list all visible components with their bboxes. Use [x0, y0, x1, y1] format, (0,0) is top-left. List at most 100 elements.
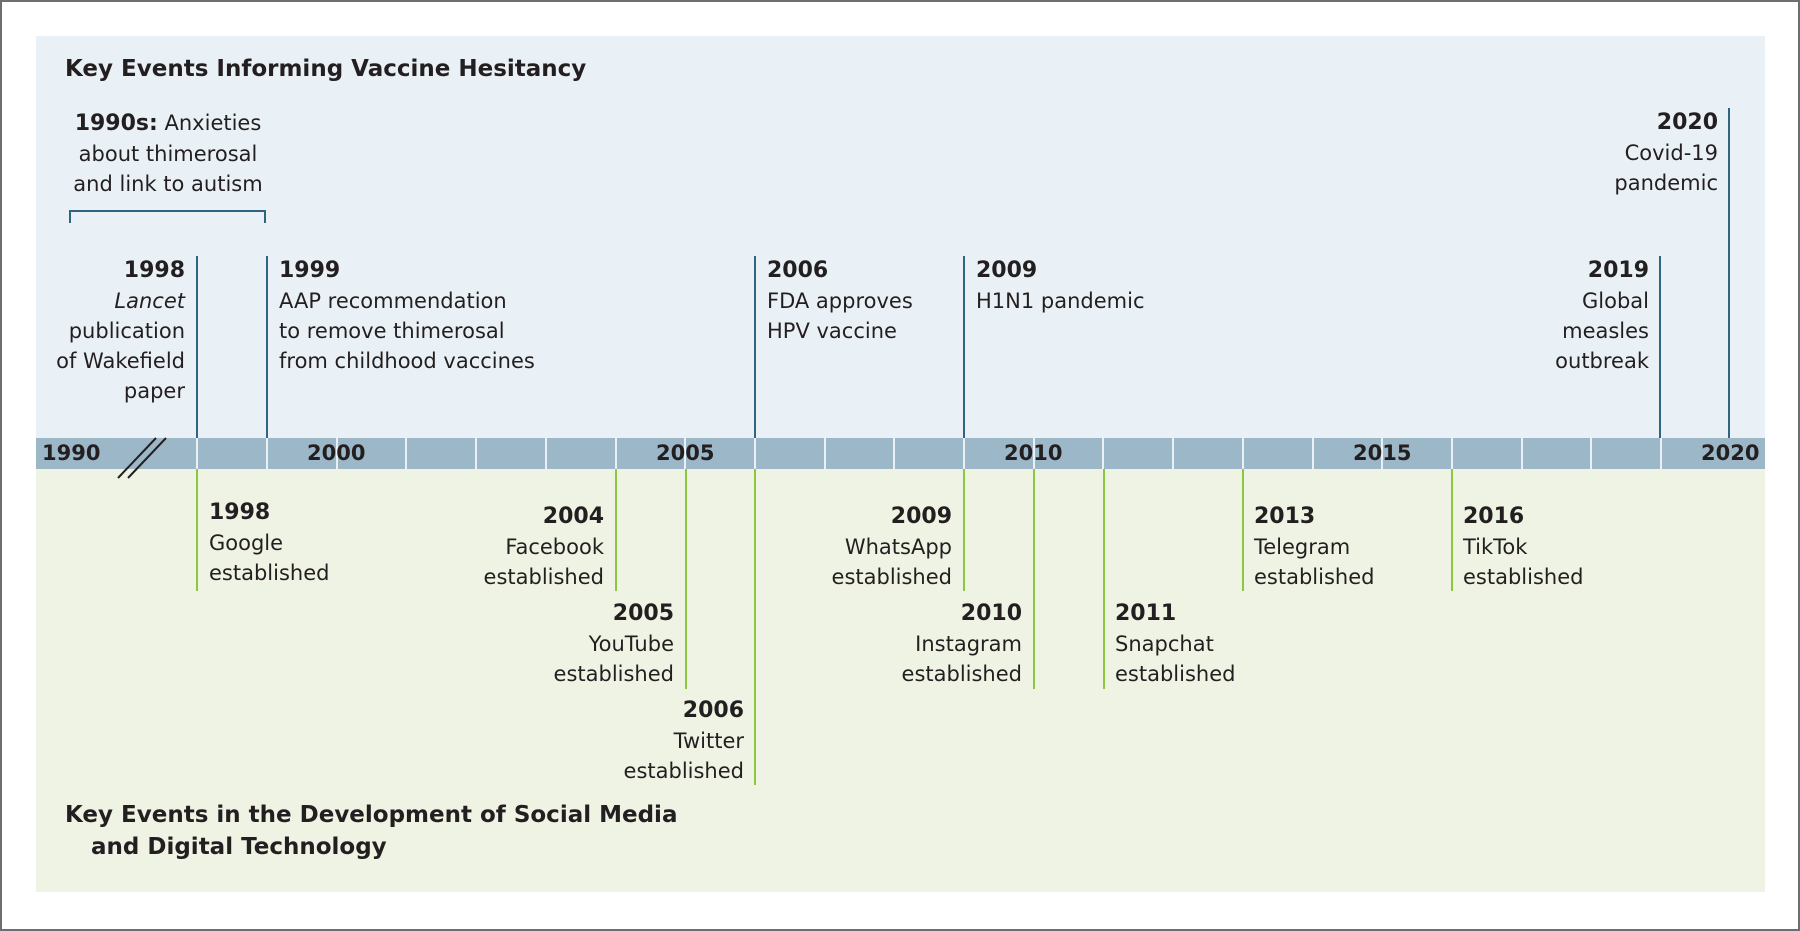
event-desc: to remove thimerosal — [279, 319, 505, 343]
event-2004-facebook: 2004 Facebook established — [484, 502, 604, 592]
event-desc: established — [623, 759, 744, 783]
event-desc: established — [553, 662, 674, 686]
axis-year-divider — [684, 438, 686, 469]
event-desc: established — [1115, 662, 1236, 686]
nineties-bracket — [69, 210, 266, 223]
event-desc: from childhood vaccines — [279, 349, 535, 373]
event-desc: Telegram — [1254, 535, 1351, 559]
event-year: 2004 — [542, 504, 604, 529]
event-1998-google: 1998 Google established — [209, 498, 329, 588]
axis-year-divider — [615, 438, 617, 469]
social-section-title-line2: and Digital Technology — [91, 834, 387, 860]
event-line-2005-youtube — [685, 469, 687, 689]
axis-label-2020: 2020 — [1701, 441, 1760, 465]
nineties-line3: and link to autism — [73, 172, 263, 196]
event-2013-telegram: 2013 Telegram established — [1254, 502, 1374, 592]
event-desc: established — [483, 565, 604, 589]
event-desc: established — [1463, 565, 1584, 589]
event-line-2010-instagram — [1033, 469, 1035, 689]
event-desc: TikTok — [1463, 535, 1528, 559]
event-line-2020-covid — [1728, 108, 1730, 438]
event-1998-lancet: 1998 Lancet publication of Wakefield pap… — [56, 256, 185, 406]
axis-break-icon — [117, 437, 167, 479]
event-desc: established — [1254, 565, 1375, 589]
event-desc: established — [831, 565, 952, 589]
event-year: 1999 — [279, 258, 341, 283]
event-desc: established — [209, 561, 330, 585]
event-desc: YouTube — [588, 632, 674, 656]
axis-year-divider — [196, 438, 198, 469]
event-year: 2009 — [890, 504, 952, 529]
axis-label-2010: 2010 — [1004, 441, 1063, 465]
event-year: 2009 — [976, 258, 1038, 283]
axis-year-divider — [824, 438, 826, 469]
axis-label-2005: 2005 — [656, 441, 715, 465]
event-year: 2013 — [1254, 504, 1316, 529]
event-line-2019-measles — [1659, 256, 1661, 438]
axis-year-divider — [545, 438, 547, 469]
event-line-2006-twitter — [754, 469, 756, 785]
event-desc: Instagram — [915, 632, 1022, 656]
axis-year-divider — [1521, 438, 1523, 469]
event-year: 1998 — [209, 500, 271, 525]
event-desc: Google — [209, 531, 284, 555]
event-desc: publication — [68, 319, 185, 343]
event-desc: pandemic — [1614, 171, 1718, 195]
event-line-2004-facebook — [615, 469, 617, 591]
event-desc: Twitter — [673, 729, 744, 753]
event-2009-h1n1: 2009 H1N1 pandemic — [976, 256, 1145, 316]
axis-year-divider — [336, 438, 338, 469]
axis-year-divider — [1102, 438, 1104, 469]
event-desc: paper — [123, 379, 185, 403]
axis-year-divider — [963, 438, 965, 469]
event-2011-snapchat: 2011 Snapchat established — [1115, 599, 1235, 689]
axis-year-divider — [1172, 438, 1174, 469]
event-desc: H1N1 pandemic — [976, 289, 1145, 313]
event-year: 2010 — [960, 601, 1022, 626]
event-year: 2019 — [1587, 258, 1649, 283]
event-desc: FDA approves — [767, 289, 913, 313]
event-desc: AAP recommendation — [279, 289, 507, 313]
axis-year-divider — [1660, 438, 1662, 469]
axis-year-divider — [893, 438, 895, 469]
axis-year-divider — [405, 438, 407, 469]
event-2019-measles: 2019 Global measles outbreak — [1555, 256, 1649, 376]
nineties-annotation: 1990s: Anxieties about thimerosal and li… — [68, 108, 268, 199]
event-2006-twitter: 2006 Twitter established — [624, 696, 744, 786]
axis-year-divider — [1033, 438, 1035, 469]
event-2020-covid: 2020 Covid-19 pandemic — [1614, 108, 1718, 198]
social-media-panel — [36, 469, 1765, 892]
event-desc: Lancet — [114, 289, 185, 313]
event-line-2013-telegram — [1242, 469, 1244, 591]
axis-year-divider — [475, 438, 477, 469]
event-2005-youtube: 2005 YouTube established — [554, 599, 674, 689]
axis-year-divider — [1312, 438, 1314, 469]
event-desc: HPV vaccine — [767, 319, 897, 343]
event-desc: outbreak — [1555, 349, 1649, 373]
axis-year-divider — [266, 438, 268, 469]
event-line-2006-hpv — [754, 256, 756, 438]
event-2016-tiktok: 2016 TikTok established — [1463, 502, 1583, 592]
axis-label-1990: 1990 — [42, 441, 101, 465]
social-section-title-line1: Key Events in the Development of Social … — [65, 802, 678, 828]
event-line-2016-tiktok — [1451, 469, 1453, 591]
event-desc: Snapchat — [1115, 632, 1214, 656]
event-2006-hpv: 2006 FDA approves HPV vaccine — [767, 256, 913, 346]
axis-label-2000: 2000 — [307, 441, 366, 465]
event-desc: of Wakefield — [56, 349, 185, 373]
axis-year-divider — [1451, 438, 1453, 469]
axis-year-divider — [1590, 438, 1592, 469]
event-year: 1998 — [123, 258, 185, 283]
event-line-2009-whatsapp — [963, 469, 965, 591]
event-line-2009-h1n1 — [963, 256, 965, 438]
nineties-line2: about thimerosal — [78, 142, 258, 166]
event-line-1998-lancet — [196, 256, 198, 438]
axis-year-divider — [754, 438, 756, 469]
event-year: 2005 — [612, 601, 674, 626]
vaccine-section-title: Key Events Informing Vaccine Hesitancy — [65, 56, 587, 82]
event-year: 2011 — [1115, 601, 1177, 626]
event-year: 2016 — [1463, 504, 1525, 529]
event-desc: measles — [1562, 319, 1649, 343]
event-line-1998-google — [196, 469, 198, 591]
